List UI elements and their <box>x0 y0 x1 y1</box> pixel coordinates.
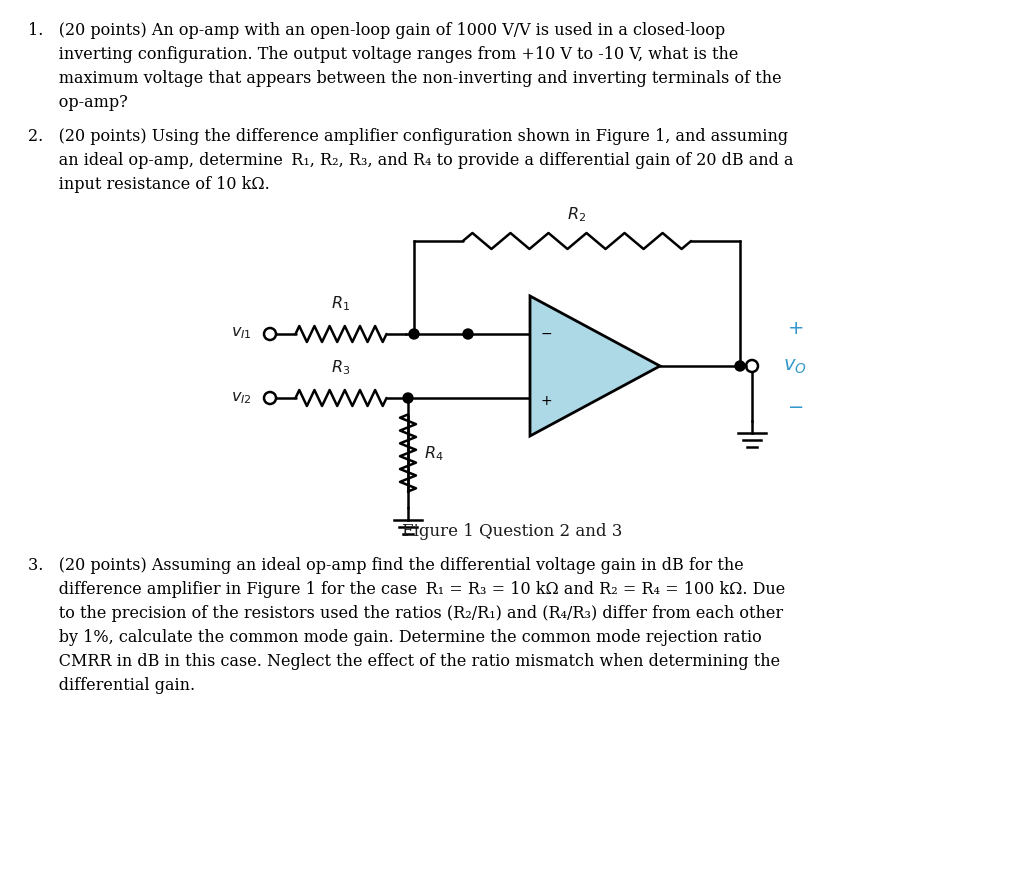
Text: op-amp?: op-amp? <box>28 94 128 111</box>
Text: $R_2$: $R_2$ <box>567 205 587 224</box>
Text: $R_4$: $R_4$ <box>424 444 443 462</box>
Circle shape <box>735 361 745 371</box>
Text: to the precision of the resistors used the ratios (R₂/R₁) and (R₄/R₃) differ fro: to the precision of the resistors used t… <box>28 604 783 621</box>
Circle shape <box>403 393 413 403</box>
Text: $-$: $-$ <box>786 395 803 414</box>
Polygon shape <box>530 297 660 437</box>
Text: $v_{I1}$: $v_{I1}$ <box>231 324 252 341</box>
Text: differential gain.: differential gain. <box>28 676 196 693</box>
Text: $R_3$: $R_3$ <box>332 358 350 377</box>
Circle shape <box>463 330 473 339</box>
Circle shape <box>409 330 419 339</box>
Text: 2.   (20 points) Using the difference amplifier configuration shown in Figure 1,: 2. (20 points) Using the difference ampl… <box>28 128 788 144</box>
Text: Figure 1 Question 2 and 3: Figure 1 Question 2 and 3 <box>401 523 623 540</box>
Text: $v_{I2}$: $v_{I2}$ <box>231 388 252 405</box>
Text: $-$: $-$ <box>540 326 552 339</box>
Text: $v_O$: $v_O$ <box>783 357 807 376</box>
Text: 1.   (20 points) An op-amp with an open-loop gain of 1000 V/V is used in a close: 1. (20 points) An op-amp with an open-lo… <box>28 22 725 39</box>
Text: input resistance of 10 kΩ.: input resistance of 10 kΩ. <box>28 175 269 193</box>
Text: CMRR in dB in this case. Neglect the effect of the ratio mismatch when determini: CMRR in dB in this case. Neglect the eff… <box>28 652 780 669</box>
Text: maximum voltage that appears between the non-inverting and inverting terminals o: maximum voltage that appears between the… <box>28 70 781 87</box>
Text: $+$: $+$ <box>540 393 552 408</box>
Text: difference amplifier in Figure 1 for the case  R₁ = R₃ = 10 kΩ and R₂ = R₄ = 100: difference amplifier in Figure 1 for the… <box>28 580 785 597</box>
Text: by 1%, calculate the common mode gain. Determine the common mode rejection ratio: by 1%, calculate the common mode gain. D… <box>28 628 762 645</box>
Text: 3.   (20 points) Assuming an ideal op-amp find the differential voltage gain in : 3. (20 points) Assuming an ideal op-amp … <box>28 556 743 573</box>
Text: $+$: $+$ <box>786 319 803 338</box>
Text: $R_1$: $R_1$ <box>332 294 350 313</box>
Text: an ideal op-amp, determine  R₁, R₂, R₃, and R₄ to provide a differential gain of: an ideal op-amp, determine R₁, R₂, R₃, a… <box>28 152 794 169</box>
Text: inverting configuration. The output voltage ranges from +10 V to -10 V, what is : inverting configuration. The output volt… <box>28 46 738 63</box>
